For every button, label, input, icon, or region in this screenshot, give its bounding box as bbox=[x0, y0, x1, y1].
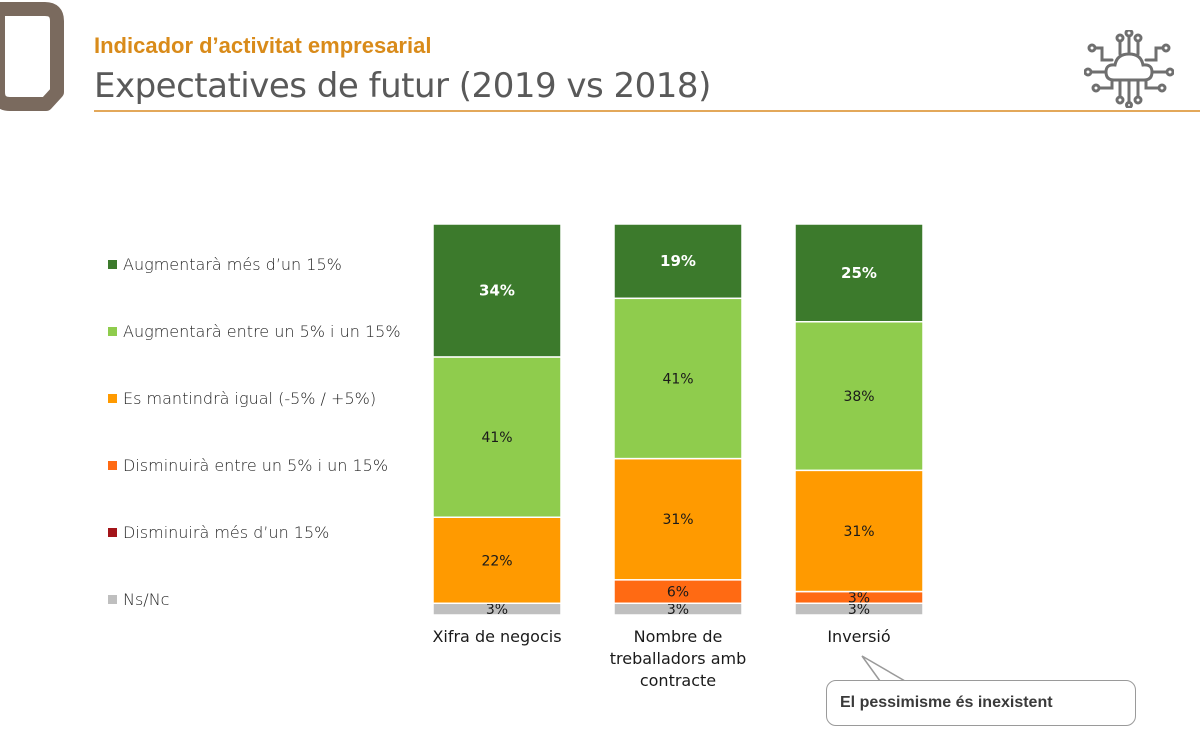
legend-label: Disminuirà més d’un 15% bbox=[123, 523, 330, 542]
page-title: Expectatives de futur (2019 vs 2018) bbox=[94, 66, 711, 106]
legend-item: Es mantindrà igual (-5% / +5%) bbox=[108, 389, 376, 408]
data-label: 34% bbox=[479, 281, 515, 299]
bar-segment bbox=[613, 223, 743, 300]
cloud-circuit-icon bbox=[1084, 30, 1174, 108]
category-label: contracte bbox=[640, 671, 716, 690]
legend-item: Disminuirà entre un 5% i un 15% bbox=[108, 456, 388, 475]
legend-swatch bbox=[108, 327, 117, 336]
category-label: treballadors amb bbox=[610, 649, 747, 668]
legend-swatch bbox=[108, 394, 117, 403]
bar-segment bbox=[794, 321, 924, 472]
data-label: 3% bbox=[486, 602, 508, 618]
data-label: 3% bbox=[848, 602, 870, 618]
bar-segment bbox=[613, 297, 743, 460]
data-label: 3% bbox=[667, 602, 689, 618]
legend-item: Augmentarà entre un 5% i un 15% bbox=[108, 322, 401, 341]
legend-item: Disminuirà més d’un 15% bbox=[108, 523, 329, 542]
data-label: 41% bbox=[481, 430, 512, 446]
data-label: 38% bbox=[843, 389, 874, 405]
bar-segment bbox=[613, 457, 743, 581]
data-label: 31% bbox=[843, 524, 874, 540]
data-label: 41% bbox=[662, 371, 693, 387]
category-label: Inversió bbox=[827, 627, 890, 646]
legend-label: Augmentarà entre un 5% i un 15% bbox=[123, 322, 401, 341]
data-label: 19% bbox=[660, 252, 696, 270]
callout-text: El pessimisme és inexistent bbox=[840, 694, 1053, 711]
header-divider bbox=[94, 110, 1200, 112]
legend-swatch bbox=[108, 595, 117, 604]
bar-segment bbox=[432, 223, 562, 358]
logo-mark-icon bbox=[0, 2, 64, 111]
legend-label: Ns/Nc bbox=[123, 590, 170, 609]
legend-swatch bbox=[108, 461, 117, 470]
legend-item: Ns/Nc bbox=[108, 590, 169, 609]
data-label: 6% bbox=[667, 585, 689, 601]
data-label: 22% bbox=[481, 553, 512, 569]
bar-segment bbox=[432, 356, 562, 518]
category-label: Xifra de negocis bbox=[432, 627, 561, 646]
data-label: 25% bbox=[841, 264, 877, 282]
bar-segment bbox=[794, 469, 924, 593]
callout-box: El pessimisme és inexistent bbox=[826, 680, 1136, 726]
bar-segment bbox=[794, 223, 924, 323]
page-subtitle: Indicador d’activitat empresarial bbox=[94, 33, 432, 58]
bar-segment bbox=[432, 516, 562, 605]
legend-item: Augmentarà més d’un 15% bbox=[108, 255, 342, 274]
legend-label: Augmentarà més d’un 15% bbox=[123, 255, 342, 274]
legend-swatch bbox=[108, 528, 117, 537]
category-label: Nombre de bbox=[634, 627, 723, 646]
data-label: 3% bbox=[848, 590, 870, 606]
legend-label: Es mantindrà igual (-5% / +5%) bbox=[123, 389, 377, 408]
legend-label: Disminuirà entre un 5% i un 15% bbox=[123, 456, 389, 475]
legend-swatch bbox=[108, 260, 117, 269]
data-label: 31% bbox=[662, 512, 693, 528]
